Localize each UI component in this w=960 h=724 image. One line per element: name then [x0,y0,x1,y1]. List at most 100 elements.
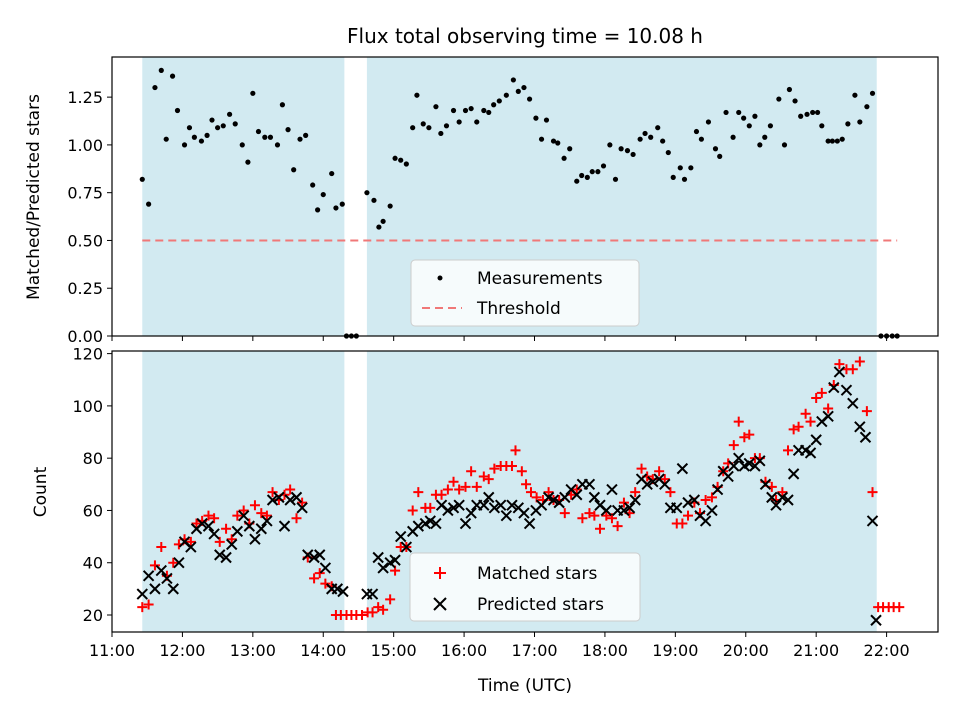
predicted-star-point [278,520,291,532]
predicted-star-point [161,572,173,585]
matched-star-point [659,474,670,485]
predicted-star-point [804,447,817,459]
predicted-star-point [366,588,379,600]
measurement-point [163,136,169,142]
predicted-star-point [155,564,167,577]
measurement-point [677,165,683,171]
matched-star-point [436,489,447,500]
matched-star-point [367,607,378,618]
predicted-star-point [810,434,822,446]
predicted-star-point [400,541,413,553]
measurement-point [624,148,631,154]
measurement-point [814,109,821,116]
matched-star-point [559,508,570,519]
measurement-point [767,123,774,129]
x-axis-label: Time (UTC) [477,676,572,696]
measurement-point [533,115,539,121]
measurement-point [420,121,426,127]
matched-star-point [665,487,676,498]
x-tick-label: 14:00 [300,641,346,660]
predicted-star-point [302,549,314,561]
measurement-point [139,176,145,182]
measurement-point [496,98,502,104]
x-tick-label: 12:00 [159,641,205,660]
top-legend-box [410,259,640,327]
y-tick-label: 1.00 [67,136,103,155]
matched-star-point [594,523,605,534]
top-y-axis-label: Matched/Predicted stars [24,94,44,300]
measurement-point [521,84,527,91]
matched-star-point [185,536,196,547]
measurement-point [158,67,164,73]
predicted-star-point [500,509,513,522]
predicted-star-point [641,478,653,491]
matched-star-point [800,408,811,419]
measurement-point [839,136,845,142]
measurement-point [864,104,870,110]
measurement-point [450,107,457,114]
legend-matched-label: Matched stars [477,564,597,584]
top-y-ticks: 0.00 0.25 0.50 0.75 1.00 1.25 [67,88,112,346]
matched-star-point [378,604,389,615]
measurement-point [688,165,694,171]
measurement-point [561,155,567,161]
measurement-point [630,151,636,158]
measurement-point [567,146,573,152]
predicted-star-point [847,397,859,409]
predicted-star-point [866,515,879,527]
matched-star-point [261,510,272,521]
matched-star-point [811,393,822,404]
y-tick-label: 60 [83,501,103,520]
predicted-star-point [682,496,694,509]
legend-measurements-label: Measurements [477,269,603,289]
measurement-point [781,142,788,148]
measurement-point [146,201,152,207]
predicted-star-point [859,431,872,443]
measurement-point [869,90,876,96]
matched-star-point [267,487,278,498]
predicted-star-point [606,483,618,496]
matched-star-point [137,602,148,613]
predicted-star-point [214,549,226,561]
predicted-star-point [465,507,477,519]
measurement-point [198,138,205,144]
predicted-star-point [290,491,303,504]
matched-star-point [618,497,629,508]
measurement-points [139,67,900,339]
measurement-point [329,170,335,177]
measurement-point [681,176,688,182]
predicted-star-point [266,494,279,506]
matched-star-point [356,610,367,621]
measurement-point [364,190,370,196]
matched-star-point [489,463,500,474]
measurement-point [637,136,643,142]
measurement-point [215,125,221,131]
predicted-star-point [518,507,530,519]
matched-star-point [425,502,436,513]
measurement-point [543,117,550,123]
measurement-point [698,136,704,142]
measurement-point [776,96,782,102]
predicted-star-point [237,509,250,522]
top-panel: 0.00 0.25 0.50 0.75 1.00 1.25 Matched/Predict… [24,56,939,346]
predicted-star-point [659,478,671,491]
predicted-star-point [395,530,407,543]
y-tick-label: 0.50 [67,231,103,250]
measurement-point [250,90,256,96]
measurement-point [191,134,197,140]
y-tick-label: 20 [83,606,103,625]
predicted-star-point [782,494,794,506]
measurement-point [491,102,497,108]
predicted-star-point [202,520,215,532]
measurement-point [414,92,420,98]
matched-star-point [601,510,612,521]
predicted-star-point [453,499,465,511]
predicted-star-point [331,583,344,595]
measurement-point [380,218,386,224]
matched-star-point [706,492,717,503]
predicted-star-point [583,478,596,491]
x-tick-label: 19:00 [652,641,698,660]
predicted-star-point [787,468,800,480]
measurement-point [339,201,345,207]
